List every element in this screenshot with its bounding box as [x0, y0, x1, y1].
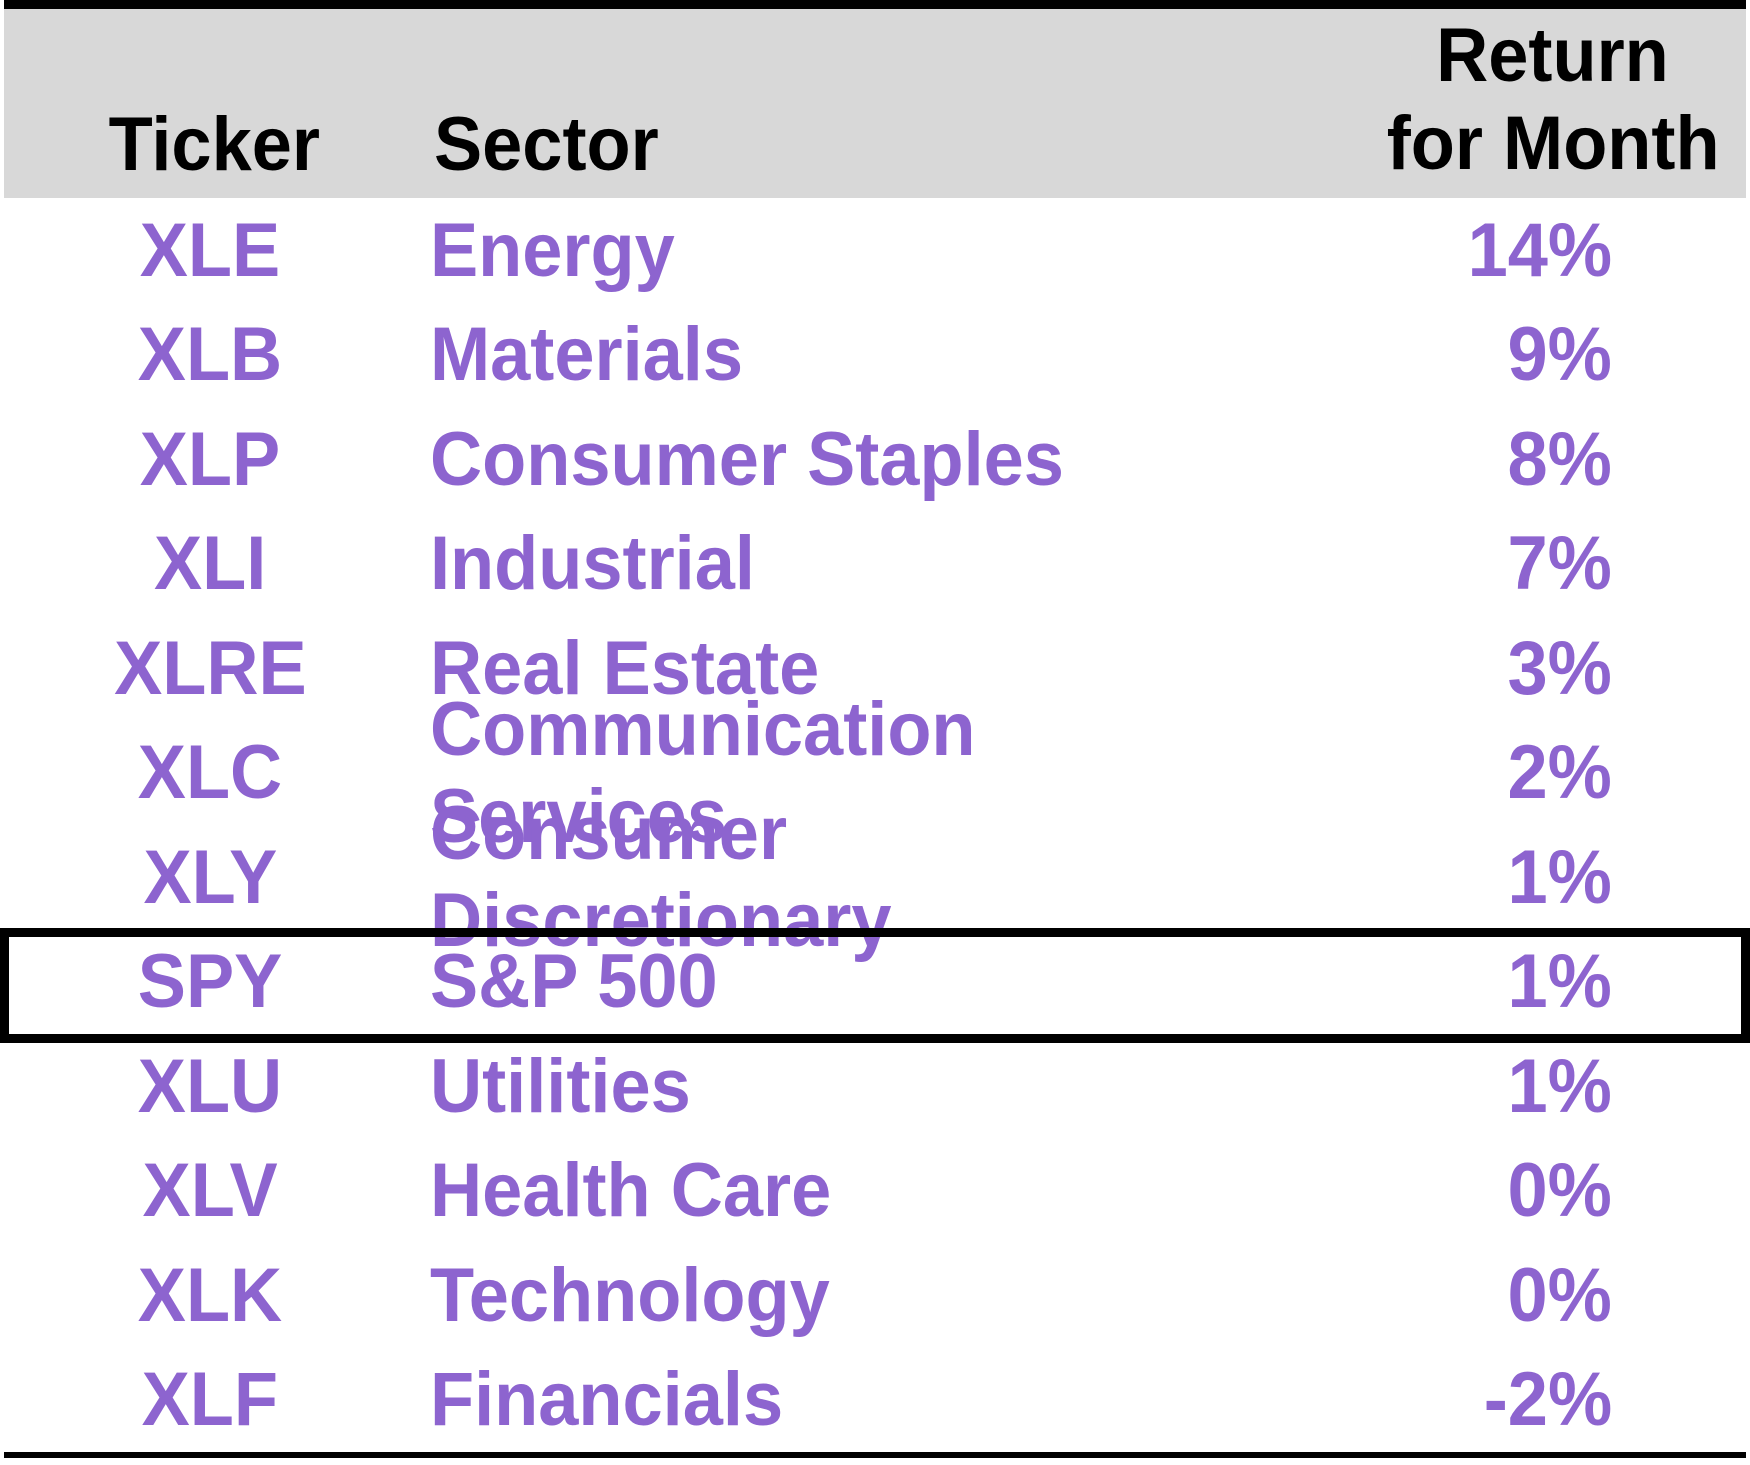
return-cell: 1%	[1507, 1043, 1612, 1129]
ticker-cell: XLK	[137, 1252, 283, 1338]
sector-cell: Real Estate	[430, 625, 820, 711]
table-row: XLK Technology 0%	[0, 1243, 1750, 1348]
sector-cell: Technology	[430, 1252, 830, 1338]
bottom-border-line	[4, 1452, 1746, 1458]
table-row: XLI Industrial 7%	[0, 512, 1750, 617]
sector-cell: Financials	[430, 1357, 784, 1443]
table-header-row: Ticker Sector Return for Month	[4, 9, 1746, 198]
header-sector-label: Sector	[434, 102, 659, 187]
header-return: Return for Month	[1378, 12, 1746, 188]
return-cell: 9%	[1507, 312, 1612, 398]
ticker-cell: XLE	[139, 207, 281, 293]
return-cell: 3%	[1507, 625, 1612, 711]
return-cell: 14%	[1467, 207, 1612, 293]
table-row: XLF Financials -2%	[0, 1348, 1750, 1453]
table-body: XLE Energy 14% XLB Materials 9%	[0, 198, 1750, 1452]
header-return-line2: for Month	[1386, 101, 1720, 186]
return-cell: 0%	[1507, 1148, 1612, 1234]
top-border-line	[4, 0, 1746, 9]
table-row: XLE Energy 14%	[0, 198, 1750, 303]
ticker-cell: XLRE	[113, 625, 307, 711]
sector-cell: Consumer Discretionary	[430, 791, 892, 964]
header-ticker: Ticker	[4, 101, 424, 188]
sector-cell: Industrial	[430, 521, 755, 607]
return-cell: 1%	[1507, 939, 1612, 1025]
ticker-cell: XLC	[137, 730, 283, 816]
sector-cell: Health Care	[430, 1148, 832, 1234]
ticker-cell: XLY	[143, 834, 277, 920]
table-row: XLB Materials 9%	[0, 303, 1750, 408]
ticker-cell: SPY	[137, 939, 283, 1025]
sector-cell: Materials	[430, 312, 744, 398]
return-cell: 1%	[1507, 834, 1612, 920]
table-row: XLY Consumer Discretionary 1%	[0, 791, 1750, 963]
header-ticker-label: Ticker	[108, 102, 320, 187]
return-cell: -2%	[1483, 1357, 1612, 1443]
ticker-cell: XLP	[139, 416, 281, 502]
sector-cell: Communication Services	[430, 686, 976, 859]
return-cell: 8%	[1507, 416, 1612, 502]
table-row: XLP Consumer Staples 8%	[0, 407, 1750, 512]
table-row: XLRE Real Estate 3%	[0, 616, 1750, 721]
table-row: XLV Health Care 0%	[0, 1139, 1750, 1244]
ticker-cell: XLU	[137, 1043, 283, 1129]
sector-cell: Energy	[430, 207, 675, 293]
ticker-cell: XLB	[137, 312, 283, 398]
table-row: XLC Communication Services 2%	[0, 687, 1750, 859]
ticker-cell: XLF	[141, 1357, 279, 1443]
ticker-cell: XLV	[142, 1148, 278, 1234]
return-cell: 7%	[1507, 521, 1612, 607]
ticker-cell: XLI	[153, 521, 267, 607]
header-return-line1: Return	[1436, 13, 1670, 98]
sector-cell: Utilities	[430, 1043, 691, 1129]
table-row: SPY S&P 500 1%	[0, 927, 1750, 1043]
sector-cell: Consumer Staples	[430, 416, 1064, 502]
sector-cell: S&P 500	[430, 939, 718, 1025]
header-sector: Sector	[424, 101, 1378, 188]
return-cell: 0%	[1507, 1252, 1612, 1338]
table-row: XLU Utilities 1%	[0, 1034, 1750, 1139]
return-cell: 2%	[1507, 730, 1612, 816]
